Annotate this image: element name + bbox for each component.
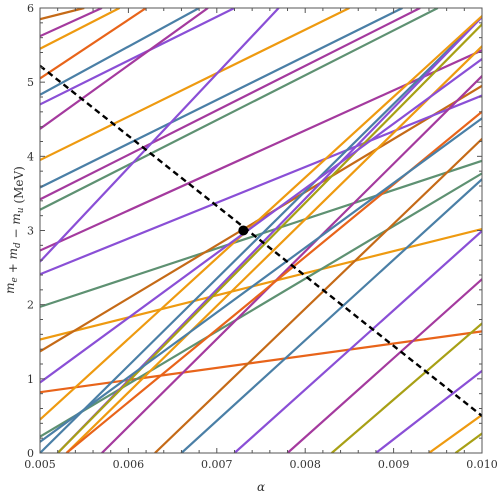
series-layer: [40, 8, 482, 453]
series-line-10: [40, 8, 403, 189]
series-line-34: [40, 14, 482, 421]
y-tick-label: 3: [27, 225, 34, 238]
series-line-20: [40, 15, 482, 453]
series-line-17: [40, 8, 103, 38]
ticks-layer: 0.005 0.006 0.007 0.008 0.009 0.010 0 1 2 3 4 5 6: [24, 2, 498, 471]
x-axis-label: α: [257, 480, 265, 494]
x-tick-label: 0.006: [113, 458, 145, 471]
series-line-19: [40, 8, 280, 263]
reference-layer: [40, 64, 482, 417]
series-line-6: [40, 94, 482, 276]
series-line-26: [180, 177, 482, 453]
series-line-22: [56, 22, 482, 453]
series-line-29: [331, 321, 482, 453]
series-line-5: [40, 172, 482, 438]
series-line-30: [375, 369, 482, 453]
y-tick-label: 1: [27, 373, 34, 386]
series-line-18: [40, 8, 85, 21]
y-tick-label: 2: [27, 299, 34, 312]
series-line-15: [40, 8, 147, 80]
marker-point: [238, 225, 249, 236]
y-tick-label: 5: [27, 76, 34, 89]
series-line-36: [40, 116, 482, 443]
series-line-24: [101, 74, 482, 453]
x-tick-label: 0.008: [289, 458, 321, 471]
series-line-28: [286, 277, 482, 453]
series-line-11: [40, 8, 350, 162]
series-line-1: [40, 330, 482, 394]
series-line-25: [154, 137, 482, 453]
series-line-35: [40, 57, 482, 384]
x-tick-label: 0.007: [201, 458, 233, 471]
series-line-14: [40, 8, 209, 130]
series-line-27: [233, 229, 482, 453]
y-tick-label: 0: [27, 447, 34, 460]
series-line-23: [65, 44, 482, 453]
x-tick-label: 0.010: [466, 458, 498, 471]
series-line-16: [40, 8, 121, 50]
y-axis-label: me + md − mu (MeV): [3, 166, 26, 294]
x-tick-label: 0.005: [24, 458, 56, 471]
x-tick-label: 0.009: [378, 458, 410, 471]
y-tick-label: 4: [27, 150, 34, 163]
series-line-32: [454, 432, 482, 453]
series-line-12: [40, 8, 235, 106]
y-tick-label: 6: [27, 2, 34, 15]
reference-dashed-line: [40, 64, 482, 417]
series-line-9: [40, 8, 421, 201]
series-line-8: [40, 8, 439, 211]
series-line-13: [40, 8, 200, 96]
